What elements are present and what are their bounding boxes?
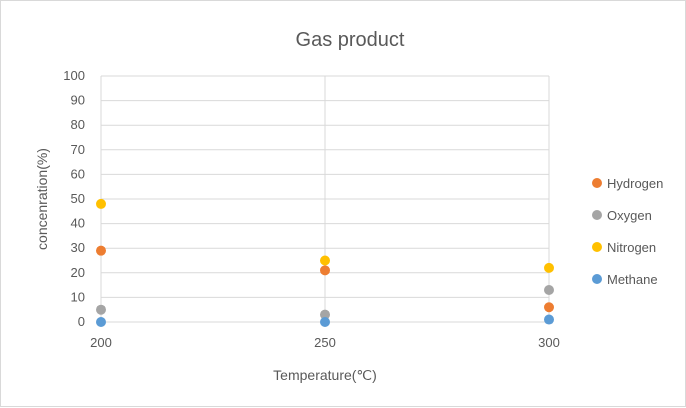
point-hydrogen [96, 245, 106, 256]
legend-marker-oxygen [592, 210, 602, 220]
point-methane [320, 317, 330, 327]
y-tick-label: 10 [71, 289, 85, 304]
legend-label: Nitrogen [607, 240, 656, 255]
legend: Hydrogen Oxygen Nitrogen Methane [592, 176, 663, 287]
legend-label: Methane [607, 272, 658, 287]
point-oxygen [320, 309, 330, 320]
point-methane [544, 314, 554, 325]
point-oxygen [544, 285, 554, 296]
x-tick-label: 250 [314, 335, 336, 350]
legend-marker-hydrogen [592, 178, 602, 188]
y-tick-label: 100 [63, 68, 85, 83]
legend-marker-methane [592, 274, 602, 284]
grid [100, 75, 550, 323]
y-tick-label: 0 [78, 314, 85, 329]
y-tick-label: 80 [71, 117, 85, 132]
x-axis-ticks: 200 250 300 [90, 335, 560, 350]
point-nitrogen [544, 262, 554, 273]
data-points [96, 198, 554, 327]
y-tick-label: 20 [71, 265, 85, 280]
point-methane [96, 317, 106, 327]
point-hydrogen [320, 265, 330, 276]
point-oxygen [96, 304, 106, 315]
y-tick-label: 40 [71, 216, 85, 231]
point-nitrogen [96, 198, 106, 209]
x-axis-label: Temperature(℃) [273, 367, 377, 383]
y-axis-ticks: 0 10 20 30 40 50 60 70 80 90 100 [63, 68, 85, 329]
point-nitrogen [320, 255, 330, 266]
y-tick-label: 60 [71, 166, 85, 181]
legend-label: Oxygen [607, 208, 652, 223]
y-tick-label: 90 [71, 93, 85, 108]
x-tick-label: 200 [90, 335, 112, 350]
y-axis-label: concenration(%) [34, 148, 50, 250]
legend-marker-nitrogen [592, 242, 602, 252]
legend-label: Hydrogen [607, 176, 663, 191]
chart-title: Gas product [296, 29, 405, 51]
y-tick-label: 50 [71, 191, 85, 206]
y-tick-label: 30 [71, 240, 85, 255]
y-tick-label: 70 [71, 142, 85, 157]
x-tick-label: 300 [538, 335, 560, 350]
point-hydrogen [544, 302, 554, 313]
